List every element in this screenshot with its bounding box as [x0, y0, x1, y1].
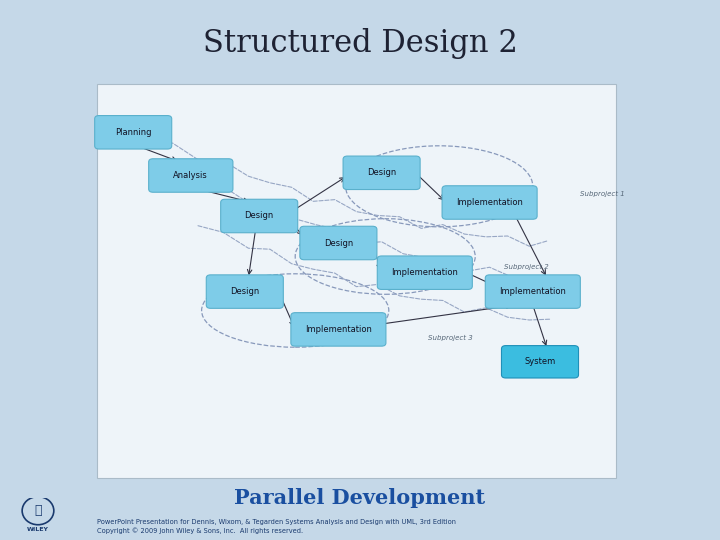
Text: Structured Design 2: Structured Design 2: [202, 28, 518, 59]
FancyBboxPatch shape: [149, 159, 233, 192]
FancyBboxPatch shape: [291, 313, 386, 346]
Text: Implementation: Implementation: [392, 268, 458, 277]
FancyBboxPatch shape: [97, 84, 616, 478]
Text: Design: Design: [367, 168, 396, 177]
Text: WILEY: WILEY: [27, 527, 49, 532]
Text: System: System: [524, 357, 556, 366]
Text: PowerPoint Presentation for Dennis, Wixom, & Tegarden Systems Analysis and Desig: PowerPoint Presentation for Dennis, Wixo…: [97, 519, 456, 525]
FancyBboxPatch shape: [220, 199, 298, 233]
FancyBboxPatch shape: [485, 275, 580, 308]
Text: Implementation: Implementation: [456, 198, 523, 207]
FancyBboxPatch shape: [343, 156, 420, 190]
Text: Subproject 3: Subproject 3: [428, 334, 473, 341]
Text: Design: Design: [245, 212, 274, 220]
FancyBboxPatch shape: [95, 116, 172, 149]
Text: Analysis: Analysis: [174, 171, 208, 180]
FancyBboxPatch shape: [501, 346, 579, 378]
Text: Planning: Planning: [115, 128, 151, 137]
Text: Design: Design: [230, 287, 259, 296]
Text: Design: Design: [324, 239, 353, 247]
Text: Implementation: Implementation: [500, 287, 566, 296]
Text: Subproject 2: Subproject 2: [504, 264, 549, 271]
FancyBboxPatch shape: [207, 275, 284, 308]
FancyBboxPatch shape: [377, 256, 472, 289]
FancyBboxPatch shape: [442, 186, 537, 219]
FancyBboxPatch shape: [300, 226, 377, 260]
Text: Implementation: Implementation: [305, 325, 372, 334]
Text: Copyright © 2009 John Wiley & Sons, Inc.  All rights reserved.: Copyright © 2009 John Wiley & Sons, Inc.…: [97, 527, 303, 534]
Text: Ⓦ: Ⓦ: [35, 504, 42, 517]
Text: Subproject 1: Subproject 1: [580, 191, 624, 198]
Text: Parallel Development: Parallel Development: [235, 488, 485, 508]
